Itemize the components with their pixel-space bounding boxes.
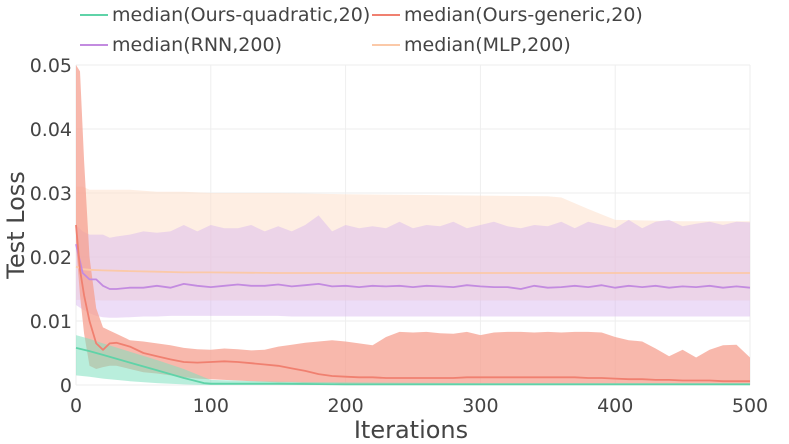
y-tick-label: 0 [60, 375, 72, 397]
band-2 [76, 215, 750, 318]
x-tick-label: 0 [70, 395, 82, 417]
x-tick-label: 500 [732, 395, 768, 417]
legend-label: median(Ours-quadratic,20) [112, 4, 370, 26]
legend-label: median(RNN,200) [112, 34, 282, 56]
y-tick-label: 0.01 [30, 311, 72, 333]
x-tick-label: 300 [462, 395, 498, 417]
axis-ticks: 0 100 200 300 400 500 0 0.01 0.02 0.03 0.04 0.05 [30, 55, 768, 417]
x-tick-label: 200 [327, 395, 363, 417]
y-tick-label: 0.03 [30, 183, 72, 205]
x-tick-label: 400 [597, 395, 633, 417]
median-line-2 [75, 243, 751, 290]
y-axis-title: Test Loss [2, 171, 30, 280]
legend-label: median(MLP,200) [404, 34, 571, 56]
confidence-bands [76, 65, 750, 385]
median-lines [75, 224, 751, 386]
y-tick-label: 0.04 [30, 119, 72, 141]
band-1 [76, 65, 750, 384]
y-tick-label: 0.02 [30, 247, 72, 269]
median-line-3 [75, 265, 750, 274]
median-line-1 [75, 224, 750, 383]
median-line-0 [75, 347, 750, 386]
y-tick-label: 0.05 [30, 55, 72, 77]
x-axis-title: Iterations [354, 416, 468, 444]
x-tick-label: 100 [193, 395, 229, 417]
legend: median(Ours-quadratic,20) median(Ours-gen… [80, 4, 643, 56]
band-0 [76, 335, 750, 385]
legend-label: median(Ours-generic,20) [404, 4, 643, 26]
